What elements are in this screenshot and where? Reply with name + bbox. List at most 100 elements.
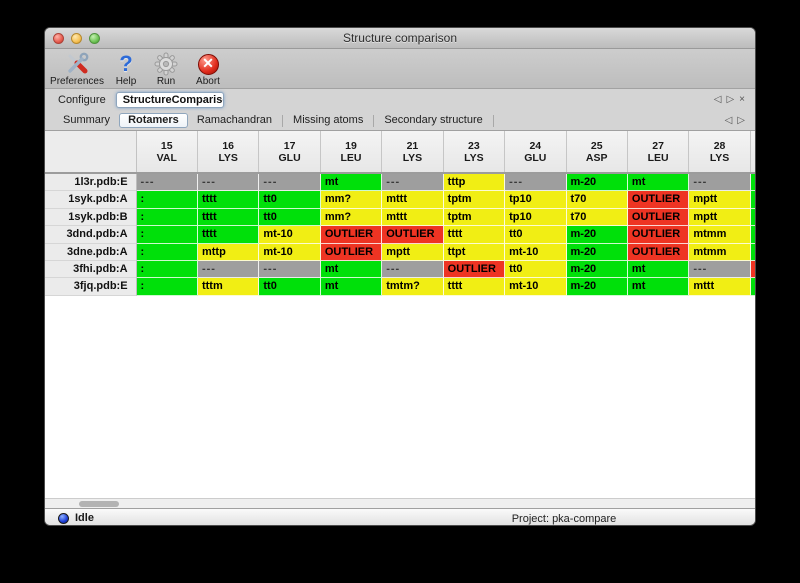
close-window-button[interactable] <box>53 33 64 44</box>
minimize-window-button[interactable] <box>71 33 82 44</box>
preferences-button[interactable]: Preferences <box>49 52 105 87</box>
rotamer-cell[interactable]: tttt <box>197 208 260 227</box>
rotamer-cell[interactable]: tmtm? <box>382 278 444 296</box>
tab-secondary-structure[interactable]: Secondary structure <box>384 114 483 126</box>
rotamer-cell[interactable]: tttt <box>443 278 506 296</box>
rotamer-cell[interactable]: : <box>136 208 198 227</box>
rotamer-cell[interactable]: mt <box>627 278 690 296</box>
row-label-1syk-pdb-B[interactable]: 1syk.pdb:B <box>45 208 137 227</box>
rotamer-cell[interactable]: --- <box>382 260 444 279</box>
rotamer-cell[interactable]: : <box>136 191 198 209</box>
rotamer-cell[interactable]: --- <box>136 174 198 192</box>
rotamer-cell[interactable]: tt0 <box>259 278 321 296</box>
rotamer-cell[interactable]: tp10 <box>505 208 567 227</box>
scrollbar-thumb[interactable] <box>79 501 119 507</box>
rotamer-cell[interactable]: OUTLIER <box>627 208 690 227</box>
rotamer-cell[interactable]: mt <box>320 174 383 192</box>
rotamer-cell[interactable]: mttt <box>689 278 751 296</box>
rotamer-cell[interactable]: tttp <box>443 174 506 192</box>
rotamer-cell[interactable]: --- <box>505 174 567 192</box>
rotamer-cell[interactable]: tttt <box>197 226 260 244</box>
run-button[interactable]: Run <box>147 52 185 87</box>
rotamer-cell[interactable]: OUTLIER <box>627 243 690 261</box>
rotamer-cell[interactable]: tt0 <box>505 260 567 279</box>
rotamer-cell[interactable]: mm? <box>320 191 383 209</box>
tab-ramachandran[interactable]: Ramachandran <box>196 114 273 126</box>
tab-rotamers[interactable]: Rotamers <box>119 113 188 128</box>
rotamer-cell[interactable]: --- <box>382 174 444 192</box>
tab-missing-atoms[interactable]: Missing atoms <box>293 114 364 126</box>
rotamer-cell[interactable]: m-20 <box>566 174 628 192</box>
rotamer-cell[interactable]: mttp <box>197 243 260 261</box>
rotamer-cell[interactable]: mt-10 <box>505 243 567 261</box>
rotamer-cell[interactable]: : <box>136 226 198 244</box>
rotamer-cell[interactable]: OUTLIER <box>443 260 506 279</box>
rotamer-cell[interactable]: OUTLIER <box>320 243 383 261</box>
close-config-icon[interactable]: × <box>739 94 745 105</box>
rotamer-cell[interactable]: --- <box>689 174 751 192</box>
rotamer-cell[interactable]: mt-10 <box>259 226 321 244</box>
rotamer-cell[interactable]: tptm <box>443 208 506 227</box>
rotamer-cell[interactable]: mt-10 <box>505 278 567 296</box>
rotamer-cell[interactable]: OUTLIER <box>627 226 690 244</box>
partial-rotamer-cell[interactable] <box>750 278 755 296</box>
rotamer-cell[interactable]: : <box>136 260 198 279</box>
rotamer-cell[interactable]: : <box>136 243 198 261</box>
rotamer-cell[interactable]: tttm <box>197 278 260 296</box>
rotamer-cell[interactable]: m-20 <box>566 226 628 244</box>
partial-rotamer-cell[interactable] <box>750 174 755 192</box>
row-label-3dnd-pdb-A[interactable]: 3dnd.pdb:A <box>45 226 137 244</box>
rotamer-cell[interactable]: mptt <box>689 208 751 227</box>
rotamer-cell[interactable]: ttpt <box>443 243 506 261</box>
rotamer-cell[interactable]: mptt <box>382 243 444 261</box>
rotamer-cell[interactable]: mttt <box>382 208 444 227</box>
abort-button[interactable]: ✕ Abort <box>187 52 229 87</box>
rotamer-cell[interactable]: m-20 <box>566 243 628 261</box>
partial-rotamer-cell[interactable] <box>750 260 755 279</box>
partial-rotamer-cell[interactable] <box>750 208 755 227</box>
rotamer-cell[interactable]: tt0 <box>505 226 567 244</box>
rotamer-cell[interactable]: m-20 <box>566 260 628 279</box>
tabs-prev-icon[interactable]: ◁ <box>724 115 733 126</box>
help-button[interactable]: ? Help <box>107 52 145 88</box>
rotamer-cell[interactable]: tt0 <box>259 191 321 209</box>
rotamer-cell[interactable]: mt <box>320 260 383 279</box>
rotamer-cell[interactable]: tt0 <box>259 208 321 227</box>
horizontal-scrollbar[interactable] <box>45 498 755 508</box>
prev-config-icon[interactable]: ◁ <box>713 94 722 105</box>
rotamer-cell[interactable]: mm? <box>320 208 383 227</box>
rotamer-cell[interactable]: mptt <box>689 191 751 209</box>
row-label-3dne-pdb-A[interactable]: 3dne.pdb:A <box>45 243 137 261</box>
rotamer-cell[interactable]: --- <box>689 260 751 279</box>
row-label-3fjq-pdb-E[interactable]: 3fjq.pdb:E <box>45 278 137 296</box>
title-bar[interactable]: Structure comparison <box>45 28 755 49</box>
row-label-3fhi-pdb-A[interactable]: 3fhi.pdb:A <box>45 260 137 279</box>
rotamer-cell[interactable]: mt <box>627 260 690 279</box>
rotamer-cell[interactable]: mttt <box>382 191 444 209</box>
rotamer-cell[interactable]: mt <box>320 278 383 296</box>
tabs-next-icon[interactable]: ▷ <box>737 115 745 126</box>
rotamer-cell[interactable]: : <box>136 278 198 296</box>
zoom-window-button[interactable] <box>89 33 100 44</box>
rotamer-cell[interactable]: tttt <box>443 226 506 244</box>
rotamer-cell[interactable]: m-20 <box>566 278 628 296</box>
next-config-icon[interactable]: ▷ <box>726 94 735 105</box>
rotamer-cell[interactable]: tptm <box>443 191 506 209</box>
partial-rotamer-cell[interactable] <box>750 243 755 261</box>
partial-rotamer-cell[interactable] <box>750 226 755 244</box>
row-label-1syk-pdb-A[interactable]: 1syk.pdb:A <box>45 191 137 209</box>
rotamer-cell[interactable]: mt-10 <box>259 243 321 261</box>
rotamer-cell[interactable]: t70 <box>566 191 628 209</box>
rotamer-cell[interactable]: OUTLIER <box>627 191 690 209</box>
rotamer-cell[interactable]: OUTLIER <box>382 226 444 244</box>
rotamer-cell[interactable]: --- <box>197 260 260 279</box>
rotamer-cell[interactable]: --- <box>259 174 321 192</box>
partial-rotamer-cell[interactable] <box>750 191 755 209</box>
rotamer-cell[interactable]: --- <box>259 260 321 279</box>
rotamer-cell[interactable]: t70 <box>566 208 628 227</box>
rotamer-cell[interactable]: tp10 <box>505 191 567 209</box>
rotamer-cell[interactable]: mt <box>627 174 690 192</box>
rotamer-cell[interactable]: tttt <box>197 191 260 209</box>
rotamer-cell[interactable]: mtmm <box>689 243 751 261</box>
rotamer-cell[interactable]: OUTLIER <box>320 226 383 244</box>
